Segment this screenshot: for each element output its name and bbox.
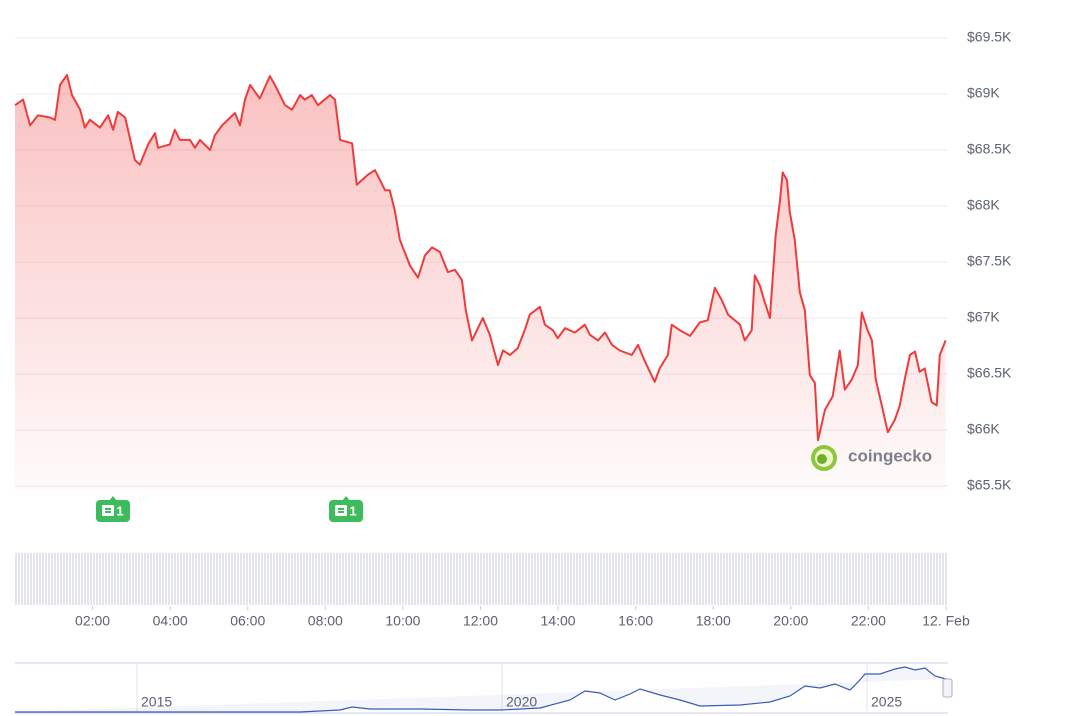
x-tick-label: 10:00 (385, 613, 420, 629)
price-area (15, 75, 946, 492)
y-tick-label: $68.5K (967, 141, 1012, 157)
x-tick-label: 22:00 (851, 613, 886, 629)
x-tick-label: 12. Feb (922, 613, 970, 629)
navigator: 2015 2020 2025 (15, 662, 953, 714)
navigator-label: 2015 (141, 694, 172, 710)
news-marker-count: 1 (116, 503, 123, 518)
volume-bars (15, 553, 948, 605)
news-marker-icon-line (105, 508, 111, 510)
plot (14, 74, 947, 492)
x-tick-label: 02:00 (75, 613, 110, 629)
watermark-logo-eye (817, 454, 827, 464)
y-tick-label: $67.5K (967, 253, 1012, 269)
x-tick-label: 16:00 (618, 613, 653, 629)
y-tick-label: $68K (967, 197, 1000, 213)
navigator-label: 2020 (506, 694, 537, 710)
news-marker-icon-line (105, 511, 111, 513)
x-tick-label: 04:00 (153, 613, 188, 629)
y-tick-label: $67K (967, 309, 1000, 325)
news-marker-icon (102, 505, 114, 516)
news-marker-pointer (342, 496, 350, 501)
x-tick-label: 18:00 (696, 613, 731, 629)
news-marker-pointer (109, 496, 117, 501)
x-tick-label: 08:00 (308, 613, 343, 629)
price-line (14, 74, 947, 442)
y-tick-label: $65.5K (967, 477, 1012, 493)
news-marker[interactable]: 1 (329, 496, 363, 522)
x-tick-label: 14:00 (541, 613, 576, 629)
news-marker-count: 1 (349, 503, 356, 518)
news-marker-icon-line (338, 511, 344, 513)
x-tick-label: 12:00 (463, 613, 498, 629)
navigator-line (15, 666, 947, 713)
watermark: coingecko (811, 445, 932, 471)
y-tick-label: $69.5K (967, 29, 1012, 45)
x-tick-label: 06:00 (230, 613, 265, 629)
y-tick-label: $69K (967, 85, 1000, 101)
y-tick-label: $66K (967, 421, 1000, 437)
watermark-text: coingecko (848, 446, 932, 465)
news-marker[interactable]: 1 (96, 496, 130, 522)
y-tick-label: $66.5K (967, 365, 1012, 381)
news-marker-icon-line (338, 508, 344, 510)
x-tick-label: 20:00 (773, 613, 808, 629)
navigator-label: 2025 (871, 694, 902, 710)
news-marker-icon (335, 505, 347, 516)
navigator-handle[interactable] (942, 678, 953, 698)
